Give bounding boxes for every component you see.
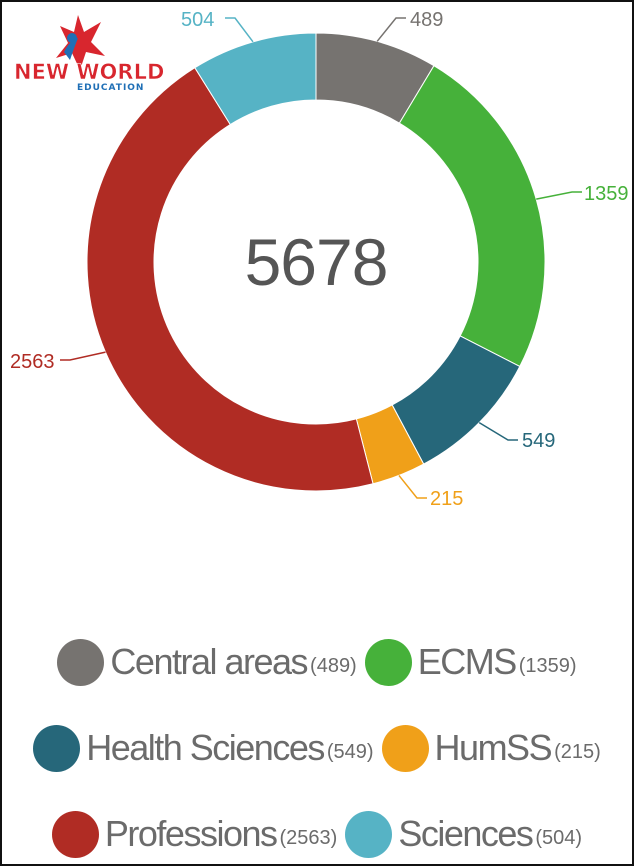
legend-count: (504) xyxy=(535,826,583,849)
slice-value-label: 2563 xyxy=(10,351,55,373)
legend-item-professions: Professions (2563) xyxy=(51,810,338,858)
slice-labels: 489 1359 549 215 2563 504 xyxy=(10,9,629,510)
donut-slices xyxy=(86,32,546,492)
logo: NEW WORLD EDUCATION xyxy=(14,15,165,93)
leader-line xyxy=(225,17,254,43)
legend-count: (215) xyxy=(554,740,601,763)
slice-value-label: 489 xyxy=(410,9,443,31)
legend-swatch xyxy=(381,724,429,772)
leader-line xyxy=(478,422,518,441)
slice-value-label: 504 xyxy=(181,9,214,31)
legend-row-1: Central areas (489) ECMS (1359) xyxy=(0,632,634,692)
legend-label: Health Sciences xyxy=(86,727,325,768)
legend-swatch xyxy=(364,638,412,686)
legend-label: ECMS xyxy=(417,641,518,682)
logo-subtitle: EDUCATION xyxy=(77,83,144,93)
legend-item-humss: HumSS (215) xyxy=(381,724,601,772)
star-icon xyxy=(56,15,105,70)
donut-chart: 489 1359 549 215 2563 504 5678 NEW WORLD EDUC… xyxy=(10,9,629,510)
legend-count: (549) xyxy=(326,740,374,763)
donut-slice-sciences xyxy=(194,32,317,126)
legend-item-health-sciences: Health Sciences (549) xyxy=(33,724,374,772)
slice-value-label: 1359 xyxy=(584,183,629,205)
slice-value-label: 549 xyxy=(522,430,555,452)
donut-slice-professions xyxy=(86,67,374,492)
legend-swatch xyxy=(57,638,105,686)
legend-count: (2563) xyxy=(279,826,338,849)
legend-label: Sciences xyxy=(398,813,534,854)
leader-line xyxy=(60,351,106,361)
slice-value-label: 215 xyxy=(430,488,463,510)
leader-line xyxy=(398,474,427,499)
legend-swatch xyxy=(51,810,99,858)
legend-count: (489) xyxy=(310,654,357,677)
legend-label: HumSS xyxy=(434,727,553,768)
legend-row-3: Professions (2563) Sciences (504) xyxy=(0,804,634,864)
legend-item-sciences: Sciences (504) xyxy=(345,810,583,858)
legend-label: Professions xyxy=(104,813,278,854)
leader-line xyxy=(536,191,582,200)
legend-swatch xyxy=(33,724,81,772)
center-total: 5678 xyxy=(245,225,388,299)
logo-title: NEW WORLD xyxy=(14,60,164,84)
donut-slice-ecms xyxy=(398,65,546,368)
legend-item-ecms: ECMS (1359) xyxy=(364,638,577,686)
legend-count: (1359) xyxy=(518,654,577,677)
legend-label: Central areas xyxy=(110,641,308,682)
leader-line xyxy=(376,17,406,42)
legend-item-central-areas: Central areas (489) xyxy=(57,638,357,686)
legend-swatch xyxy=(345,810,393,858)
legend-row-2: Health Sciences (549) HumSS (215) xyxy=(0,718,634,778)
